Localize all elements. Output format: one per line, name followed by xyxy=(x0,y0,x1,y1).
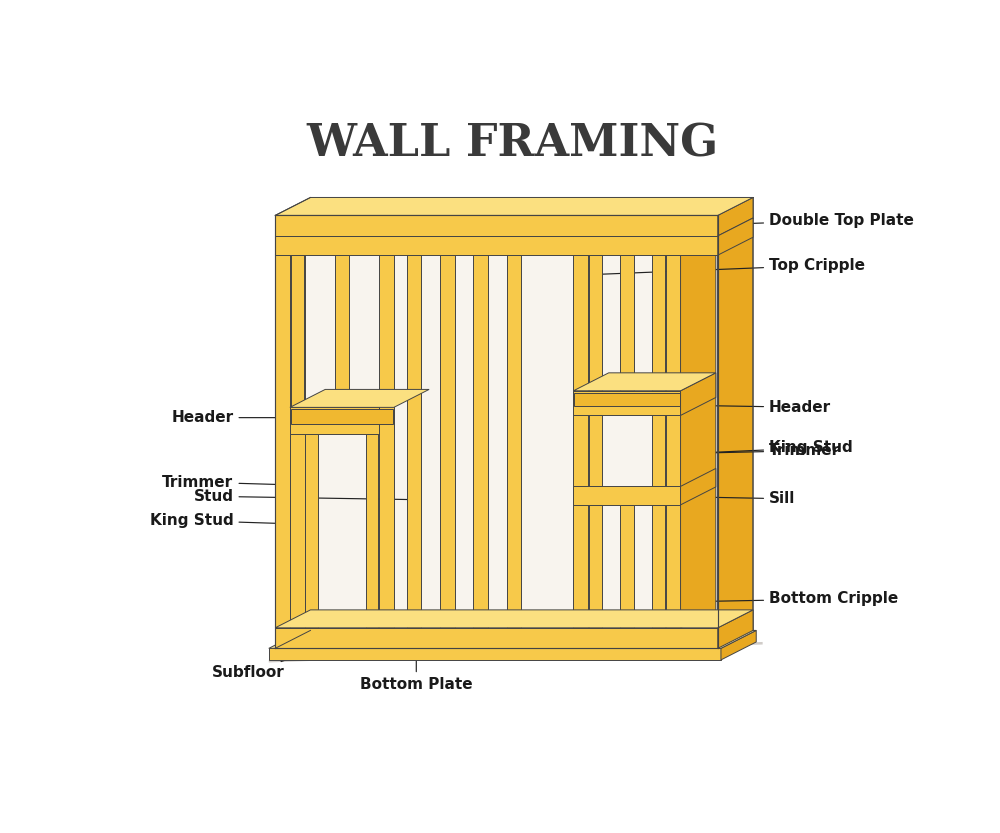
Polygon shape xyxy=(652,505,665,628)
Text: Trimmer: Trimmer xyxy=(667,443,840,458)
Polygon shape xyxy=(718,610,753,648)
Polygon shape xyxy=(440,255,455,628)
Polygon shape xyxy=(620,505,634,628)
Polygon shape xyxy=(681,237,716,628)
Polygon shape xyxy=(275,216,718,648)
Text: King Stud: King Stud xyxy=(150,513,290,528)
Polygon shape xyxy=(573,255,588,628)
Polygon shape xyxy=(269,631,756,648)
Polygon shape xyxy=(275,216,718,236)
Text: Stud: Stud xyxy=(193,489,407,504)
Polygon shape xyxy=(407,255,421,628)
Polygon shape xyxy=(573,486,681,505)
Text: Header: Header xyxy=(171,410,305,425)
Polygon shape xyxy=(573,391,681,416)
Text: Sill: Sill xyxy=(680,491,795,506)
Polygon shape xyxy=(666,255,681,628)
Polygon shape xyxy=(290,407,394,434)
Text: Header: Header xyxy=(680,400,831,415)
Polygon shape xyxy=(291,409,393,424)
Polygon shape xyxy=(305,434,318,628)
Text: King Stud: King Stud xyxy=(672,441,853,456)
Text: Trimmer: Trimmer xyxy=(162,475,306,490)
Polygon shape xyxy=(652,416,665,486)
Polygon shape xyxy=(718,197,753,236)
Polygon shape xyxy=(718,197,753,648)
Text: Top Cripple: Top Cripple xyxy=(599,258,865,274)
Polygon shape xyxy=(473,255,488,628)
Polygon shape xyxy=(275,237,325,255)
Text: Bottom Plate: Bottom Plate xyxy=(360,641,473,692)
Polygon shape xyxy=(275,197,753,216)
Polygon shape xyxy=(379,255,394,628)
Polygon shape xyxy=(275,236,718,255)
Polygon shape xyxy=(718,218,753,255)
Polygon shape xyxy=(269,648,721,660)
Polygon shape xyxy=(589,255,602,391)
Polygon shape xyxy=(652,255,665,391)
Polygon shape xyxy=(290,255,305,628)
Polygon shape xyxy=(573,373,716,391)
Polygon shape xyxy=(291,255,304,407)
Polygon shape xyxy=(275,255,290,628)
Polygon shape xyxy=(269,642,763,662)
Polygon shape xyxy=(681,373,716,416)
Polygon shape xyxy=(290,389,429,407)
Polygon shape xyxy=(507,255,521,628)
Polygon shape xyxy=(620,255,634,391)
Text: WALL FRAMING: WALL FRAMING xyxy=(306,122,719,166)
Polygon shape xyxy=(721,631,756,660)
Polygon shape xyxy=(335,255,349,407)
Polygon shape xyxy=(275,610,753,628)
Polygon shape xyxy=(574,392,680,407)
Text: Bottom Cripple: Bottom Cripple xyxy=(667,591,898,606)
Polygon shape xyxy=(589,505,602,628)
Polygon shape xyxy=(275,628,718,648)
Polygon shape xyxy=(589,416,602,486)
Text: Double Top Plate: Double Top Plate xyxy=(688,212,914,227)
Text: Subfloor: Subfloor xyxy=(212,656,298,681)
Polygon shape xyxy=(366,434,378,628)
Polygon shape xyxy=(681,468,716,505)
